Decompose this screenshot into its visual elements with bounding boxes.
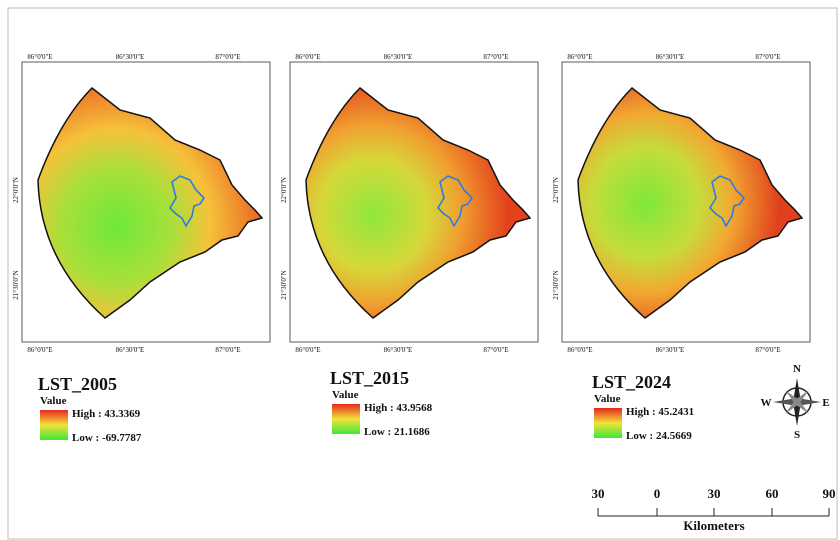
legend-high: High : 43.9568 — [364, 402, 433, 414]
compass-label: W — [761, 397, 772, 409]
x-coord-label: 86°0'0"E — [567, 346, 592, 354]
map-panel: 86°0'0"E 86°0'0"E 86°30'0"E 86°30'0"E 87°0'0… — [12, 53, 270, 354]
scale-tick-label: 30 — [592, 486, 605, 501]
legend-title: LST_2024 — [592, 372, 671, 392]
map-panel: 86°0'0"E 86°0'0"E 86°30'0"E 86°30'0"E 87°0'0… — [280, 53, 538, 354]
north-arrow — [773, 378, 821, 426]
legend-label: Value — [332, 389, 359, 401]
legend-high: High : 45.2431 — [626, 406, 694, 418]
legend-label: Value — [594, 393, 621, 405]
x-coord-label: 86°0'0"E — [295, 346, 320, 354]
legend-ramp — [332, 404, 360, 434]
y-coord-label: 22°0'0"N — [552, 177, 560, 203]
x-coord-label: 86°30'0"E — [384, 346, 413, 354]
x-coord-label: 86°30'0"E — [384, 53, 413, 61]
y-coord-label: 21°30'0"N — [12, 270, 20, 299]
x-coord-label: 86°30'0"E — [656, 346, 685, 354]
x-coord-label: 87°0'0"E — [483, 53, 508, 61]
legend-title: LST_2015 — [330, 368, 409, 388]
maps: 86°0'0"E 86°0'0"E 86°30'0"E 86°30'0"E 87°0'0… — [12, 53, 810, 444]
x-coord-label: 86°30'0"E — [116, 53, 145, 61]
x-coord-label: 87°0'0"E — [755, 346, 780, 354]
compass-label: N — [793, 363, 801, 375]
scale-tick-label: 90 — [823, 486, 836, 501]
legend-title: LST_2005 — [38, 374, 117, 394]
legend-ramp — [40, 410, 68, 440]
x-coord-label: 87°0'0"E — [215, 53, 240, 61]
legend-low: Low : 21.1686 — [364, 426, 430, 438]
y-coord-label: 22°0'0"N — [280, 177, 288, 203]
compass-label: E — [822, 397, 829, 409]
x-coord-label: 86°0'0"E — [27, 53, 52, 61]
x-coord-label: 87°0'0"E — [483, 346, 508, 354]
x-coord-label: 86°30'0"E — [116, 346, 145, 354]
legend-ramp — [594, 408, 622, 438]
legend-high: High : 43.3369 — [72, 408, 141, 420]
x-coord-label: 86°0'0"E — [27, 346, 52, 354]
legend-label: Value — [40, 395, 67, 407]
map-panel: 86°0'0"E 86°0'0"E 86°30'0"E 86°30'0"E 87°0'0… — [552, 53, 810, 354]
scale-unit: Kilometers — [683, 518, 744, 533]
y-coord-label: 21°30'0"N — [280, 270, 288, 299]
legend-low: Low : 24.5669 — [626, 430, 692, 442]
x-coord-label: 87°0'0"E — [755, 53, 780, 61]
y-coord-label: 22°0'0"N — [12, 177, 20, 203]
page: 86°0'0"E 86°0'0"E 86°30'0"E 86°30'0"E 87°0'0… — [0, 0, 840, 540]
scale-tick-label: 30 — [708, 486, 721, 501]
legend-low: Low : -69.7787 — [72, 432, 142, 444]
x-coord-label: 86°0'0"E — [567, 53, 592, 61]
scale-tick-label: 60 — [766, 486, 779, 501]
x-coord-label: 86°30'0"E — [656, 53, 685, 61]
x-coord-label: 87°0'0"E — [215, 346, 240, 354]
scale-tick-label: 0 — [654, 486, 661, 501]
x-coord-label: 86°0'0"E — [295, 53, 320, 61]
y-coord-label: 21°30'0"N — [552, 270, 560, 299]
compass-label: S — [794, 429, 800, 441]
